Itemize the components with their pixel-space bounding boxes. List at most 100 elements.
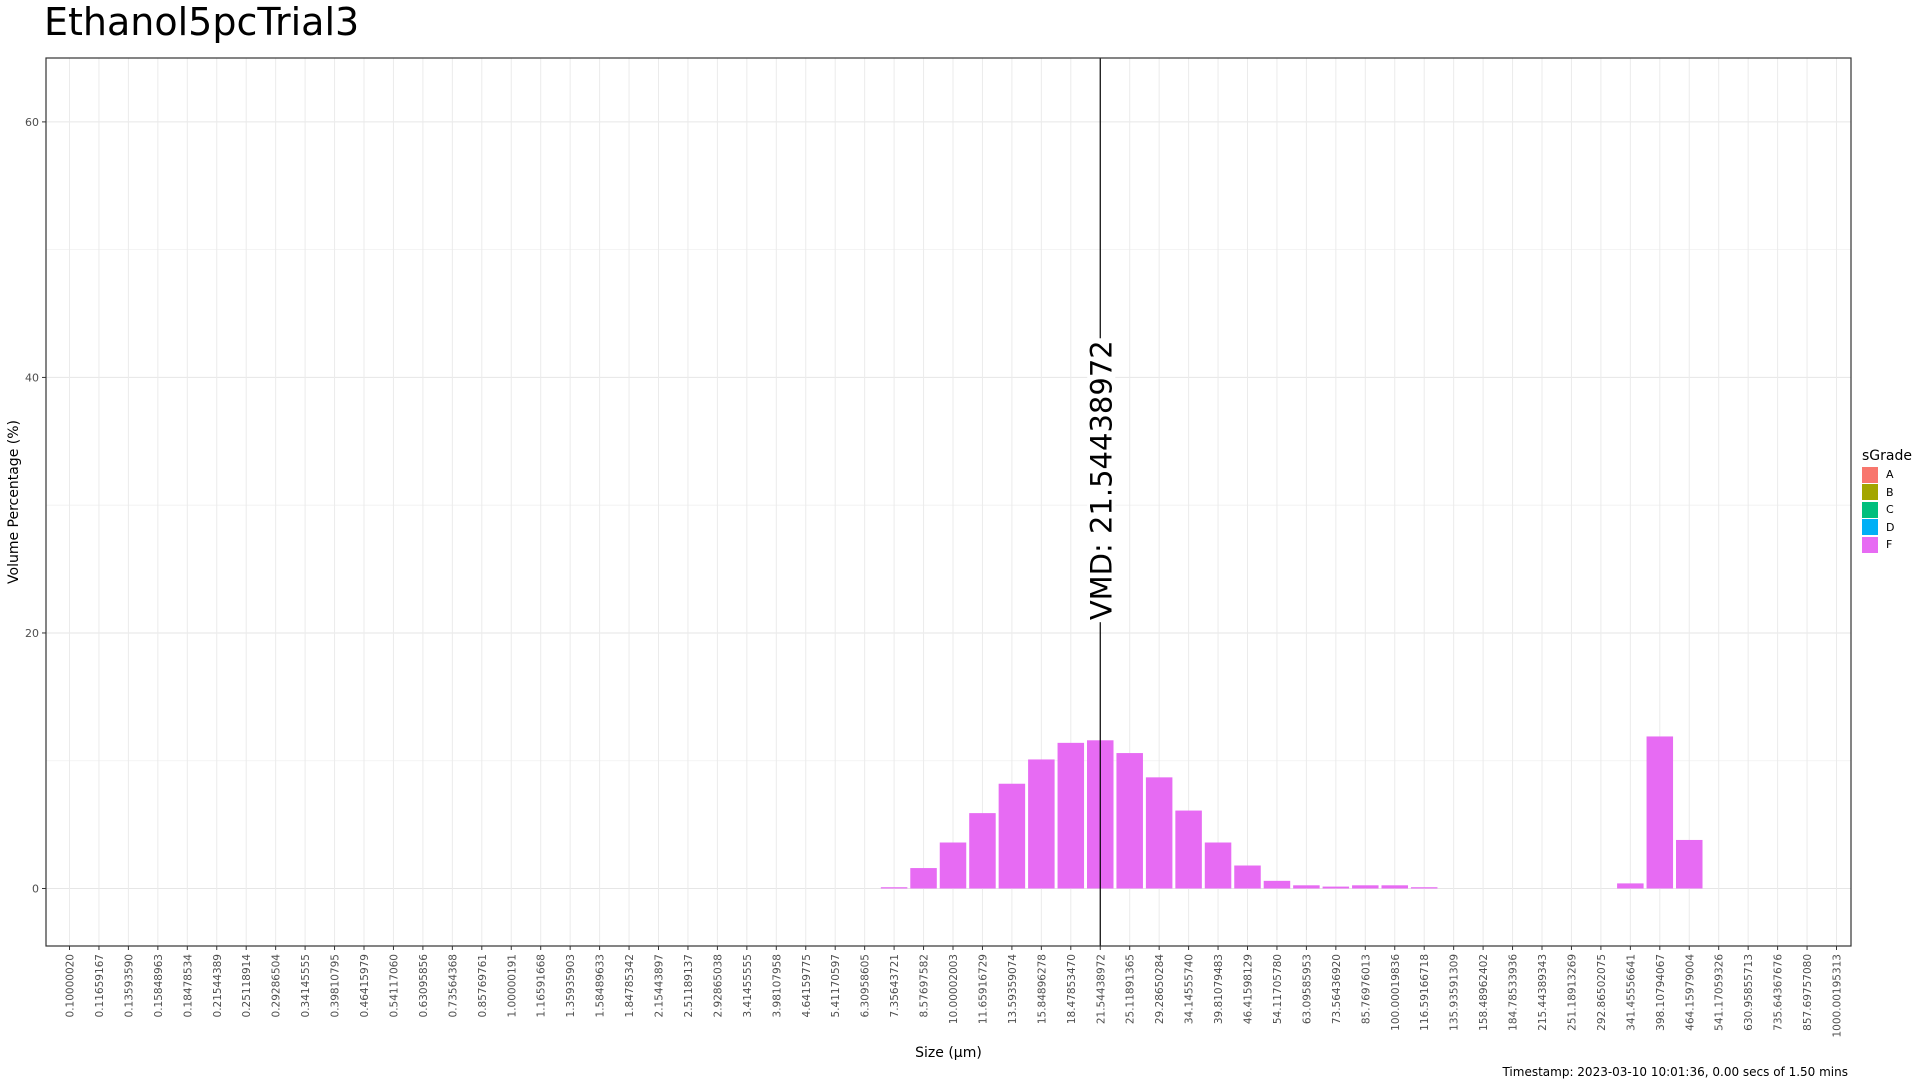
x-tick-label: 10.00002003 (948, 954, 960, 1024)
x-tick-label: 63.09585953 (1301, 954, 1313, 1024)
plot-panel-bg (46, 58, 1851, 946)
x-tick-label: 0.15848963 (153, 954, 165, 1017)
x-tick-label: 29.28650284 (1154, 954, 1166, 1024)
x-tick-label: 135.93591309 (1449, 954, 1461, 1031)
x-tick-label: 2.92865038 (712, 954, 724, 1017)
x-tick-label: 1.58489633 (595, 954, 607, 1017)
x-tick-label: 292.86502075 (1596, 954, 1608, 1031)
legend-item: D (1862, 519, 1912, 537)
x-tick-label: 21.54438972 (1095, 954, 1107, 1024)
vmd-label-bg (1087, 338, 1116, 623)
x-tick-label: 25.11891365 (1125, 954, 1137, 1024)
x-tick-label: 0.46415979 (359, 954, 371, 1017)
x-tick-label: 0.73564368 (447, 954, 459, 1017)
bar (1410, 887, 1438, 889)
bar (1263, 880, 1291, 889)
legend-item: F (1862, 536, 1912, 554)
legend-label: A (1886, 468, 1894, 482)
y-tick-label: 40 (25, 371, 39, 384)
bar (1028, 759, 1055, 889)
x-tick-label: 100.00019836 (1390, 954, 1402, 1031)
x-tick-label: 0.13593590 (123, 954, 135, 1017)
legend-item: A (1862, 466, 1912, 484)
x-axis-label: Size (µm) (915, 1045, 982, 1061)
x-tick-label: 0.25118914 (241, 954, 253, 1018)
bars (880, 736, 1703, 889)
bar (1175, 810, 1202, 889)
bar (880, 887, 908, 889)
x-tick-label: 0.29286504 (271, 954, 283, 1018)
x-tick-label: 8.57697582 (919, 954, 931, 1017)
bar (1057, 742, 1085, 889)
legend-key (1862, 484, 1878, 501)
chart-title: Ethanol5pcTrial3 (44, 0, 360, 44)
x-tick-label: 3.41455555 (742, 954, 754, 1017)
x-tick-label: 541.17059326 (1714, 954, 1726, 1031)
x-tick-label: 39.81079483 (1213, 954, 1225, 1024)
legend-item: C (1862, 501, 1912, 519)
x-tick-label: 158.48962402 (1478, 954, 1490, 1031)
legend-key (1862, 466, 1878, 483)
x-tick-label: 398.10794067 (1655, 954, 1667, 1031)
legend-label: D (1886, 520, 1895, 534)
grid-minor (46, 58, 1851, 946)
bar (1322, 886, 1350, 889)
x-tick-label: 34.14555740 (1184, 954, 1196, 1024)
x-tick-label: 341.45556641 (1625, 954, 1637, 1031)
x-tick-label: 0.21544389 (212, 954, 224, 1017)
y-tick-label: 20 (25, 627, 39, 640)
x-tick-label: 184.78533936 (1508, 954, 1520, 1031)
bar (998, 783, 1026, 889)
bar (1116, 753, 1143, 889)
x-tick-label: 0.63095856 (418, 954, 430, 1018)
x-tick-label: 4.64159775 (801, 954, 813, 1017)
legend-title: sGrade (1862, 448, 1912, 464)
x-tick-label: 215.44389343 (1537, 954, 1549, 1031)
x-tick-label: 0.85769761 (477, 954, 489, 1017)
x-tick-label: 1.16591668 (536, 954, 548, 1017)
legend-key (1862, 536, 1878, 553)
x-tick-label: 1.00000191 (506, 954, 518, 1017)
x-tick-label: 85.76976013 (1360, 954, 1372, 1024)
x-tick-label: 857.69757080 (1802, 954, 1814, 1031)
bar (969, 813, 996, 889)
bar (939, 842, 967, 889)
vmd-line-group: VMD: 21.54438972 (1084, 58, 1118, 946)
x-tick-label: 1.84785342 (624, 954, 636, 1017)
x-tick-label: 1000.00195313 (1832, 954, 1844, 1038)
legend-key (1862, 501, 1878, 518)
bar (1145, 777, 1173, 889)
timestamp: Timestamp: 2023-03-10 10:01:36, 0.00 sec… (1502, 1065, 1848, 1079)
bar (1204, 842, 1232, 889)
x-tick-label: 0.11659167 (94, 954, 106, 1017)
y-tick-label: 60 (25, 116, 39, 129)
x-tick-label: 15.84896278 (1036, 954, 1048, 1024)
x-tick-label: 5.41170597 (830, 954, 842, 1017)
x-tick-label: 630.95855713 (1743, 954, 1755, 1031)
x-tick-label: 116.59166718 (1419, 954, 1431, 1031)
x-tick-label: 2.15443897 (654, 954, 666, 1017)
x-tick-label: 0.34145555 (300, 954, 312, 1017)
x-tick-label: 3.98107958 (771, 954, 783, 1017)
legend-label: C (1886, 503, 1894, 517)
legend-label: B (1886, 485, 1894, 499)
x-tick-label: 735.64367676 (1773, 954, 1785, 1031)
x-tick-label: 251.18913269 (1566, 954, 1578, 1031)
y-axis: 0 20 40 60 (25, 116, 46, 896)
x-tick-label: 0.39810795 (330, 954, 342, 1017)
bar (1675, 839, 1703, 889)
x-tick-label: 464.15979004 (1684, 954, 1696, 1031)
legend-item: B (1862, 484, 1912, 502)
vmd-label: VMD: 21.54438972 (1084, 340, 1118, 620)
x-tick-label: 1.35935903 (565, 954, 577, 1017)
bar (1352, 885, 1379, 889)
x-tick-label: 73.56436920 (1331, 954, 1343, 1024)
bar (1646, 736, 1674, 889)
bar (1234, 865, 1261, 889)
y-axis-label: Volume Percentage (%) (6, 420, 22, 584)
x-tick-label: 46.41598129 (1243, 954, 1255, 1024)
legend-key (1862, 519, 1878, 536)
